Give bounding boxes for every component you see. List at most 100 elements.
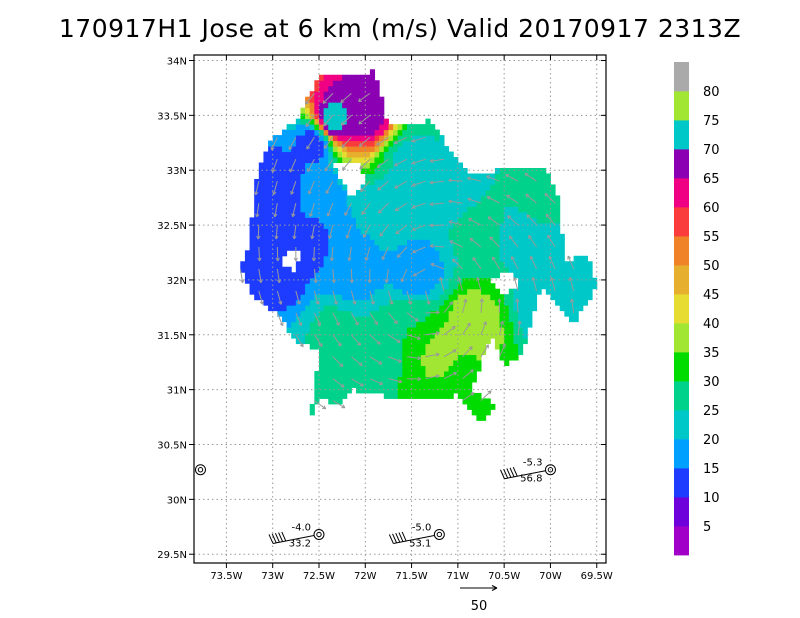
field-cell bbox=[337, 135, 343, 142]
field-cell bbox=[518, 261, 524, 268]
wind-vector bbox=[429, 158, 445, 163]
field-cell bbox=[369, 370, 376, 377]
wind-vector bbox=[350, 290, 357, 305]
field-cell bbox=[416, 173, 422, 180]
field-cell bbox=[490, 233, 496, 240]
field-cell bbox=[272, 299, 278, 306]
field-cell bbox=[402, 255, 408, 262]
field-cell bbox=[291, 332, 297, 339]
field-cell bbox=[513, 354, 519, 361]
field-cell bbox=[309, 316, 315, 323]
field-cell bbox=[494, 343, 501, 350]
field-cell bbox=[393, 288, 399, 295]
field-cell bbox=[499, 266, 505, 273]
field-cell bbox=[393, 354, 399, 361]
field-cell bbox=[416, 129, 422, 136]
field-cell bbox=[383, 200, 389, 207]
field-cell bbox=[416, 239, 422, 246]
field-cell bbox=[309, 409, 315, 416]
field-cell bbox=[323, 376, 329, 383]
field-cell bbox=[420, 288, 426, 295]
field-cell bbox=[416, 124, 422, 131]
field-cell bbox=[369, 200, 376, 207]
field-cell bbox=[471, 398, 477, 405]
field-cell bbox=[402, 327, 408, 334]
field-cell bbox=[457, 360, 463, 367]
field-cell bbox=[541, 277, 547, 284]
field-cell bbox=[425, 146, 431, 153]
field-cell bbox=[342, 140, 348, 147]
field-cell bbox=[305, 118, 311, 125]
field-cell bbox=[323, 299, 329, 306]
field-cell bbox=[249, 283, 255, 290]
obs-station: -4.033.2 bbox=[268, 522, 325, 549]
field-cell bbox=[351, 349, 357, 356]
field-cell bbox=[406, 370, 413, 377]
field-cell bbox=[314, 211, 320, 218]
field-cell bbox=[351, 74, 357, 81]
wind-vector bbox=[305, 115, 315, 128]
field-cell bbox=[448, 305, 454, 312]
field-cell bbox=[309, 244, 315, 251]
field-cell bbox=[332, 261, 339, 268]
wind-vector bbox=[272, 181, 278, 196]
field-cell bbox=[462, 343, 468, 350]
field-cell bbox=[545, 250, 551, 257]
field-cell bbox=[281, 316, 288, 323]
field-cell bbox=[522, 327, 528, 334]
field-cell bbox=[374, 272, 380, 279]
field-cell bbox=[360, 321, 366, 328]
field-cell bbox=[430, 316, 436, 323]
field-cell bbox=[346, 157, 352, 164]
field-cell bbox=[346, 370, 352, 377]
wind-vector bbox=[411, 180, 426, 187]
field-cell bbox=[518, 206, 524, 213]
field-cell bbox=[508, 327, 514, 334]
field-cell bbox=[342, 294, 348, 301]
field-cell bbox=[300, 146, 306, 153]
field-cell bbox=[550, 255, 556, 262]
field-cell bbox=[443, 343, 450, 350]
field-cell bbox=[416, 332, 422, 339]
field-cell bbox=[448, 233, 454, 240]
field-cell bbox=[527, 250, 533, 257]
x-tick-label: 72.5W bbox=[303, 571, 335, 582]
field-cell bbox=[258, 168, 264, 174]
wind-vector bbox=[384, 268, 389, 284]
field-cell bbox=[402, 305, 408, 312]
wind-vector bbox=[358, 136, 371, 147]
field-cell bbox=[513, 338, 519, 345]
field-cell bbox=[268, 217, 274, 224]
field-cell bbox=[318, 228, 325, 235]
field-cell bbox=[555, 288, 561, 295]
field-cell bbox=[318, 294, 325, 301]
field-cell bbox=[462, 228, 468, 235]
field-cell bbox=[397, 283, 403, 290]
field-cell bbox=[434, 283, 440, 290]
colorbar-swatch bbox=[674, 149, 689, 179]
field-cell bbox=[402, 124, 408, 131]
field-cell bbox=[485, 206, 491, 213]
field-cell bbox=[411, 261, 417, 268]
field-cell bbox=[286, 244, 292, 251]
field-cell bbox=[379, 354, 385, 361]
field-cell bbox=[346, 118, 352, 125]
field-cell bbox=[300, 239, 306, 246]
field-cell bbox=[462, 255, 468, 262]
field-cell bbox=[360, 217, 366, 224]
field-cell bbox=[504, 211, 510, 218]
y-tick-label: 33N bbox=[167, 166, 187, 177]
field-cell bbox=[272, 157, 278, 164]
field-cell bbox=[337, 365, 343, 372]
field-cell bbox=[467, 316, 473, 323]
field-cell bbox=[337, 157, 343, 164]
field-cell bbox=[291, 157, 297, 164]
field-cell bbox=[305, 321, 311, 328]
field-cell bbox=[244, 255, 251, 262]
field-cell bbox=[263, 233, 269, 240]
field-cell bbox=[402, 381, 408, 388]
field-cell bbox=[305, 338, 311, 345]
field-cell bbox=[365, 381, 371, 388]
field-cell bbox=[550, 283, 556, 290]
field-cell bbox=[351, 277, 357, 284]
